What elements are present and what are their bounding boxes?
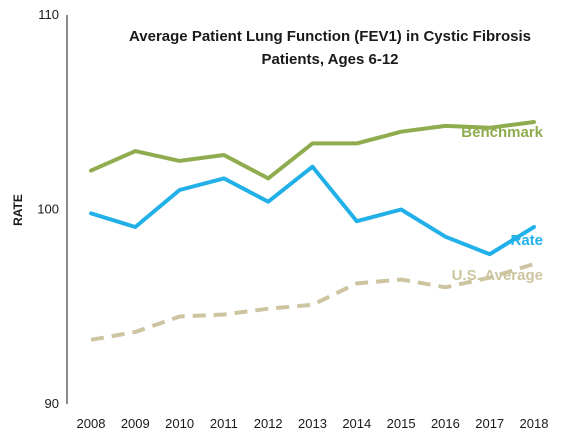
- series-group: [89, 120, 536, 342]
- x-tick-label: 2017: [475, 416, 504, 431]
- x-tick-label: 2011: [210, 416, 238, 431]
- x-tick-label: 2013: [298, 416, 327, 431]
- series-label-u-s-average: U.S. Average: [452, 267, 543, 284]
- y-tick-label: 100: [37, 202, 59, 217]
- y-tick-label: 90: [45, 396, 59, 411]
- series-line-benchmark: [89, 120, 536, 181]
- series-label-rate: Rate: [510, 232, 543, 249]
- series-line-u-s-average: [90, 262, 535, 342]
- series-label-benchmark: Benchmark: [461, 124, 543, 141]
- x-axis-ticks: 2008 2009 2010 2011 2012 2013 2014 2015 2016 2017…: [77, 416, 549, 431]
- series-labels: Benchmark Rate U.S. Average: [452, 124, 544, 284]
- x-tick-label: 2012: [254, 416, 283, 431]
- y-axis-ticks: 90 100 110: [37, 7, 59, 411]
- chart-title-line-1: Average Patient Lung Function (FEV1) in …: [129, 28, 531, 45]
- x-tick-label: 2018: [520, 416, 549, 431]
- x-tick-label: 2010: [165, 416, 194, 431]
- y-axis-label: RATE: [11, 194, 25, 226]
- chart-title-line-2: Patients, Ages 6-12: [262, 51, 399, 68]
- x-tick-label: 2016: [431, 416, 460, 431]
- y-tick-label: 110: [38, 7, 59, 22]
- x-tick-label: 2015: [387, 416, 416, 431]
- x-tick-label: 2008: [77, 416, 106, 431]
- series-line-rate: [89, 164, 536, 257]
- x-tick-label: 2009: [121, 416, 150, 431]
- x-tick-label: 2014: [342, 416, 371, 431]
